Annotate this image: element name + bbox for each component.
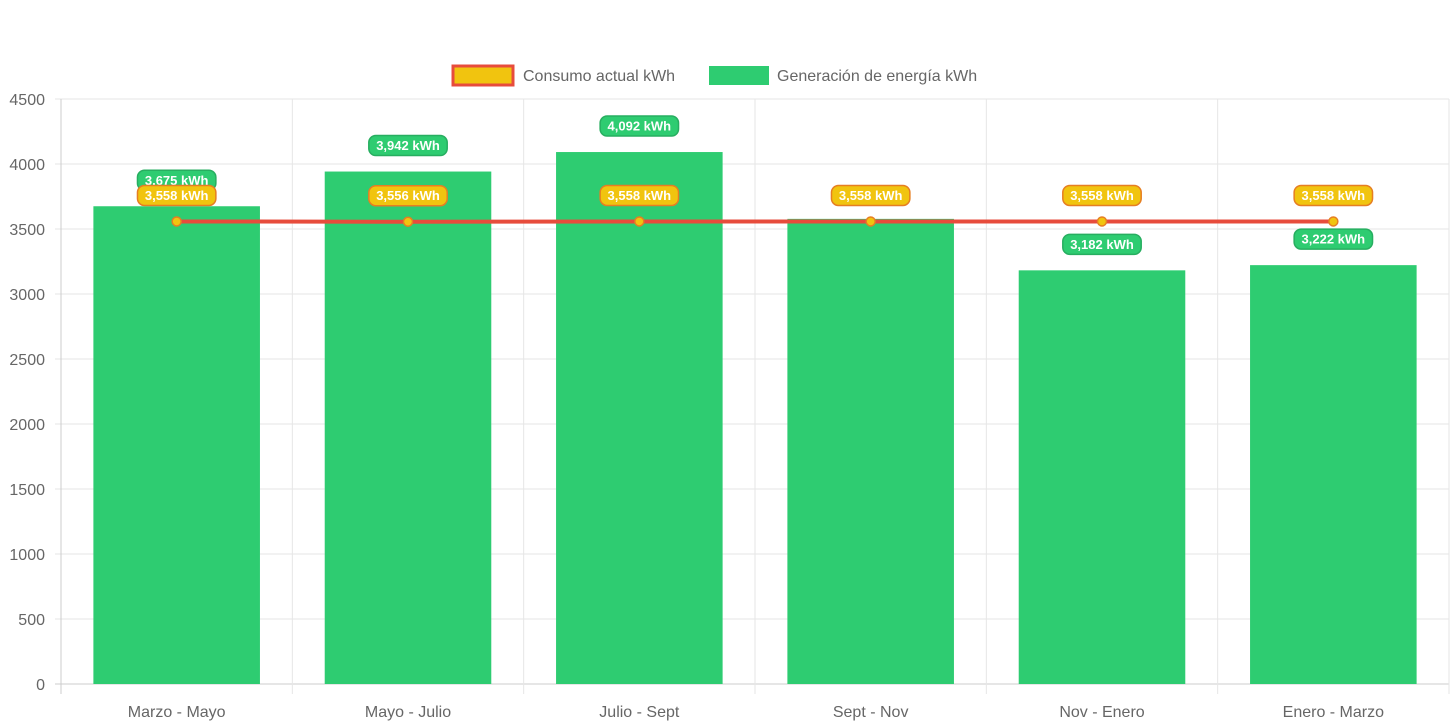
y-tick-label: 2500 <box>9 352 45 369</box>
grid-lines <box>55 98 1450 694</box>
data-label-consumo-bg <box>599 184 680 207</box>
data-label-generacion: 3,675 kWh <box>145 173 209 188</box>
x-tick-label: Nov - Enero <box>1059 704 1144 721</box>
data-label-generacion-bg <box>1062 233 1142 256</box>
legend-item-generacion[interactable]: Generación de energía kWh <box>709 66 977 85</box>
y-tick-label: 4000 <box>9 157 45 174</box>
data-label-generacion-bg <box>599 115 680 137</box>
x-tick-label: Marzo - Mayo <box>128 704 226 721</box>
data-label-generacion-bg <box>368 134 448 157</box>
y-tick-label: 0 <box>36 677 45 694</box>
y-tick-label: 3000 <box>9 287 45 304</box>
data-label-consumo-bg <box>1062 184 1142 207</box>
y-tick-label: 2000 <box>9 417 45 434</box>
bars <box>93 152 1417 685</box>
x-tick-label: Enero - Marzo <box>1283 704 1384 721</box>
data-label-consumo: 3,558 kWh <box>1070 188 1134 203</box>
point-consumo <box>865 216 876 227</box>
legend-swatch-consumo <box>451 64 515 87</box>
data-label-consumo: 3,558 kWh <box>839 188 903 203</box>
bar-generacion <box>787 218 954 685</box>
y-tick-label: 4500 <box>9 92 45 109</box>
data-label-consumo: 3,558 kWh <box>1302 188 1366 203</box>
data-labels: 3,675 kWh 3,942 kWh 4,092 kWh 3,182 kWh 3,22… <box>136 115 1374 256</box>
legend[interactable]: Consumo actual kWh Generación de energía… <box>451 64 977 87</box>
data-label-generacion: 3,222 kWh <box>1302 232 1366 247</box>
data-label-consumo: 3,558 kWh <box>145 188 209 203</box>
y-tick-label: 1000 <box>9 547 45 564</box>
data-label-generacion: 3,182 kWh <box>1070 237 1134 252</box>
bar-generacion <box>324 171 492 685</box>
data-label-consumo: 3,556 kWh <box>376 188 440 203</box>
legend-label-generacion: Generación de energía kWh <box>777 68 977 85</box>
data-label-consumo-bg <box>368 184 448 207</box>
consumption-line <box>171 216 1339 227</box>
data-label-generacion: 4,092 kWh <box>608 119 672 134</box>
point-consumo <box>1328 216 1339 227</box>
point-consumo <box>634 216 645 227</box>
data-label-consumo-bg <box>1293 184 1374 207</box>
data-label-generacion: 3,942 kWh <box>376 138 440 153</box>
bar-generacion <box>1018 270 1186 684</box>
legend-item-consumo[interactable]: Consumo actual kWh <box>451 64 675 87</box>
bar-generacion <box>556 152 723 685</box>
legend-swatch-generacion <box>709 66 769 85</box>
axes: 0 500 1000 1500 2000 2500 3000 3500 4000 4500 Marz… <box>9 92 1384 721</box>
point-consumo <box>1096 216 1108 227</box>
data-label-consumo: 3,558 kWh <box>608 188 672 203</box>
x-tick-label: Mayo - Julio <box>365 704 451 721</box>
point-consumo <box>171 216 182 227</box>
data-label-consumo-bg <box>830 184 911 207</box>
bar-generacion <box>1250 265 1417 684</box>
x-tick-label: Sept - Nov <box>833 704 909 721</box>
data-label-consumo-bg <box>136 184 217 207</box>
data-label-generacion-bg <box>1293 228 1374 250</box>
y-tick-label: 1500 <box>9 482 45 499</box>
legend-label-consumo: Consumo actual kWh <box>523 68 675 85</box>
x-tick-label: Julio - Sept <box>599 704 680 721</box>
point-consumo <box>402 216 414 227</box>
y-tick-label: 3500 <box>9 222 45 239</box>
bar-generacion <box>93 206 260 684</box>
y-tick-label: 500 <box>18 612 45 629</box>
